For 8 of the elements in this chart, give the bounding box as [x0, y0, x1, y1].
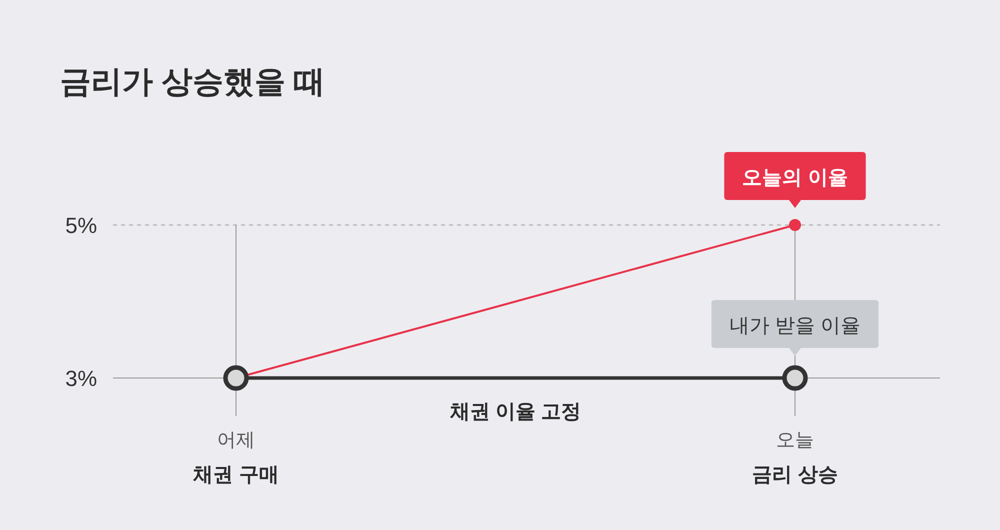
text: 오늘의 이율 — [742, 167, 848, 189]
text: 내가 받을 이율 — [729, 315, 861, 337]
x-tick-label: 오늘 금리 상승 — [752, 430, 838, 486]
chart-title: 금리가 상승했을 때 — [60, 64, 326, 99]
y-tick-label: 5% — [65, 213, 97, 238]
y-tick-label: 3% — [65, 366, 97, 391]
x-tick-label: 어제 채권 구매 — [192, 430, 279, 486]
text: 채권 이율 고정 — [448, 401, 582, 423]
